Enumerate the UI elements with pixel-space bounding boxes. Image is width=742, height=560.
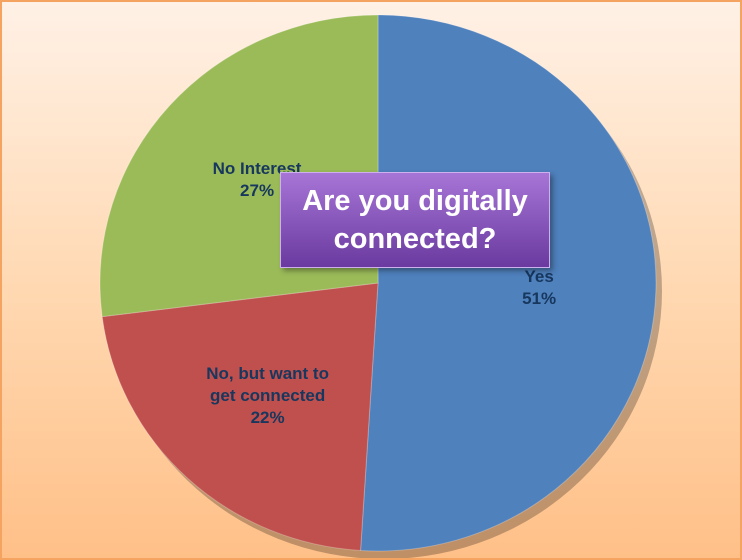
value-label: 27% — [240, 181, 275, 201]
value-label: 22% — [250, 408, 285, 428]
category-label: Yes — [524, 266, 554, 286]
category-label: No Interest — [212, 159, 302, 179]
value-label: 51% — [522, 288, 557, 308]
slice-label: No, but want to get connected 22% — [203, 363, 333, 429]
pie-slice — [101, 282, 379, 552]
pie-slice — [360, 14, 657, 552]
slice-label: No Interest 27% — [192, 158, 322, 202]
slice-label: Yes 51% — [474, 266, 604, 310]
chart-title: Are you digitally connected? — [280, 172, 550, 268]
category-label: No, but want to get connected — [206, 364, 329, 406]
